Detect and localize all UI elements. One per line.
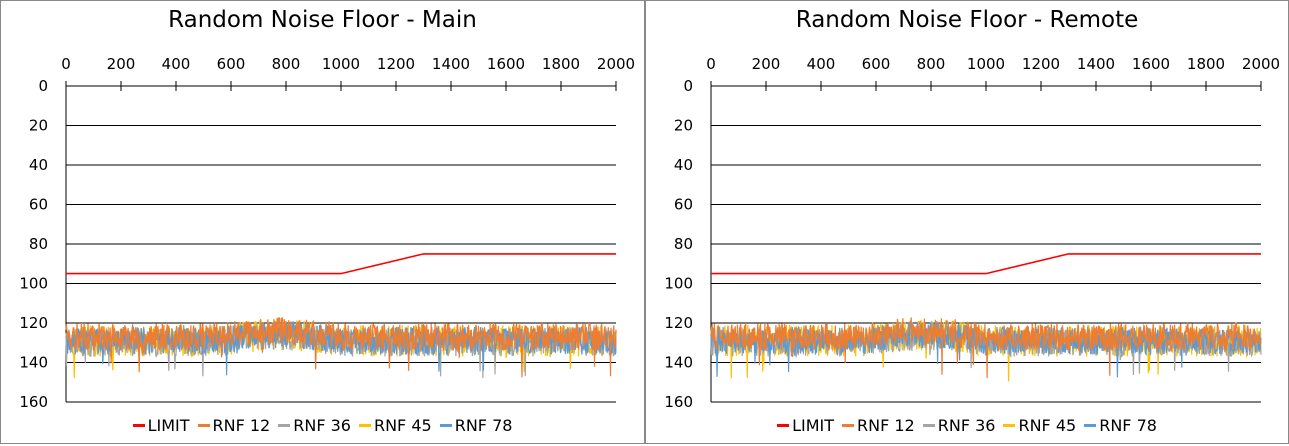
y-tick-label: 0 [38,77,48,95]
y-tick-label: 40 [29,156,48,174]
series-line-rnf-12 [710,317,1262,379]
series-line-rnf-12 [65,317,617,378]
legend-label: LIMIT [147,416,190,435]
x-tick-label: 1800 [542,55,580,73]
legend-item: RNF 12 [197,416,271,435]
legend-swatch [842,424,854,427]
legend-label: LIMIT [792,416,834,435]
x-tick-label: 400 [162,55,191,73]
legend-label: RNF 36 [293,416,351,435]
legend-swatch [439,424,452,427]
legend-item: LIMIT [132,416,190,435]
chart-remote: Random Noise Floor - Remote 0 20 40 60 80 100… [645,0,1289,444]
x-tick-label: 800 [272,55,301,73]
legend-label: RNF 78 [454,416,513,435]
x-tick-label: 1400 [1077,55,1115,73]
x-tick-label: 1200 [1022,55,1060,73]
chart-title: Random Noise Floor - Main [168,7,477,33]
y-tick-label: 80 [29,235,48,253]
y-tick-label: 0 [683,77,693,95]
legend-swatch [922,424,935,427]
legend-item: LIMIT [777,416,834,435]
legend-swatch [132,424,145,427]
x-tick-label: 1000 [967,55,1005,73]
legend-label: RNF 45 [373,416,432,435]
y-tick-label: 100 [19,275,48,293]
x-tick-label: 2000 [1242,55,1280,73]
y-tick-label: 80 [674,235,693,253]
x-tick-label: 400 [807,55,836,73]
x-tick-label: 800 [917,55,946,73]
legend-swatch [1003,424,1016,427]
y-tick-label: 120 [664,314,693,332]
legend-item: RNF 45 [358,416,432,435]
legend-swatch [1084,424,1097,427]
x-tick-label: 2000 [597,55,635,73]
x-tick-label: 200 [752,55,781,73]
chart-main: Random Noise Floor - Main 0 20 40 60 80 100 12… [0,0,645,444]
chart-title: Random Noise Floor - Remote [795,7,1139,33]
legend-label: RNF 45 [1018,416,1077,435]
y-tick-label: 120 [19,314,48,332]
chart-legend: LIMIT RNF 12 RNF 36 RNF 45 RNF 78 [646,416,1288,435]
y-tick-label: 60 [29,196,48,214]
legend-item: RNF 36 [278,416,351,435]
legend-label: RNF 12 [212,416,271,435]
y-tick-label: 40 [674,156,693,174]
x-tick-label: 0 [706,55,716,73]
series-line-limit [66,253,616,275]
x-tick-label: 1600 [487,55,525,73]
legend-item: RNF 78 [1084,416,1157,435]
y-tick-label: 140 [664,354,693,372]
legend-swatch [197,424,210,427]
legend-swatch [358,424,371,427]
y-tick-label: 100 [664,275,693,293]
legend-item: RNF 45 [1003,416,1076,435]
x-tick-label: 200 [107,55,136,73]
y-tick-label: 160 [664,393,693,411]
x-tick-label: 1400 [432,55,470,73]
x-tick-label: 1600 [1132,55,1170,73]
x-tick-label: 600 [862,55,891,73]
y-tick-label: 20 [674,117,693,135]
x-tick-label: 1200 [377,55,415,73]
chart-legend: LIMIT RNF 12 RNF 36 RNF 45 RNF 78 [1,416,644,435]
legend-item: RNF 78 [439,416,513,435]
legend-item: RNF 12 [842,416,915,435]
legend-label: RNF 12 [857,416,915,435]
legend-item: RNF 36 [922,416,996,435]
y-tick-label: 140 [19,354,48,372]
legend-label: RNF 78 [1099,416,1157,435]
y-tick-label: 60 [674,196,693,214]
series-line-limit [711,253,1261,275]
legend-label: RNF 36 [937,416,996,435]
y-tick-label: 20 [29,117,48,135]
legend-swatch [777,424,790,427]
x-tick-label: 0 [61,55,71,73]
x-tick-label: 600 [217,55,246,73]
x-tick-label: 1000 [322,55,360,73]
x-tick-label: 1800 [1187,55,1225,73]
legend-swatch [278,424,291,427]
y-tick-label: 160 [19,393,48,411]
